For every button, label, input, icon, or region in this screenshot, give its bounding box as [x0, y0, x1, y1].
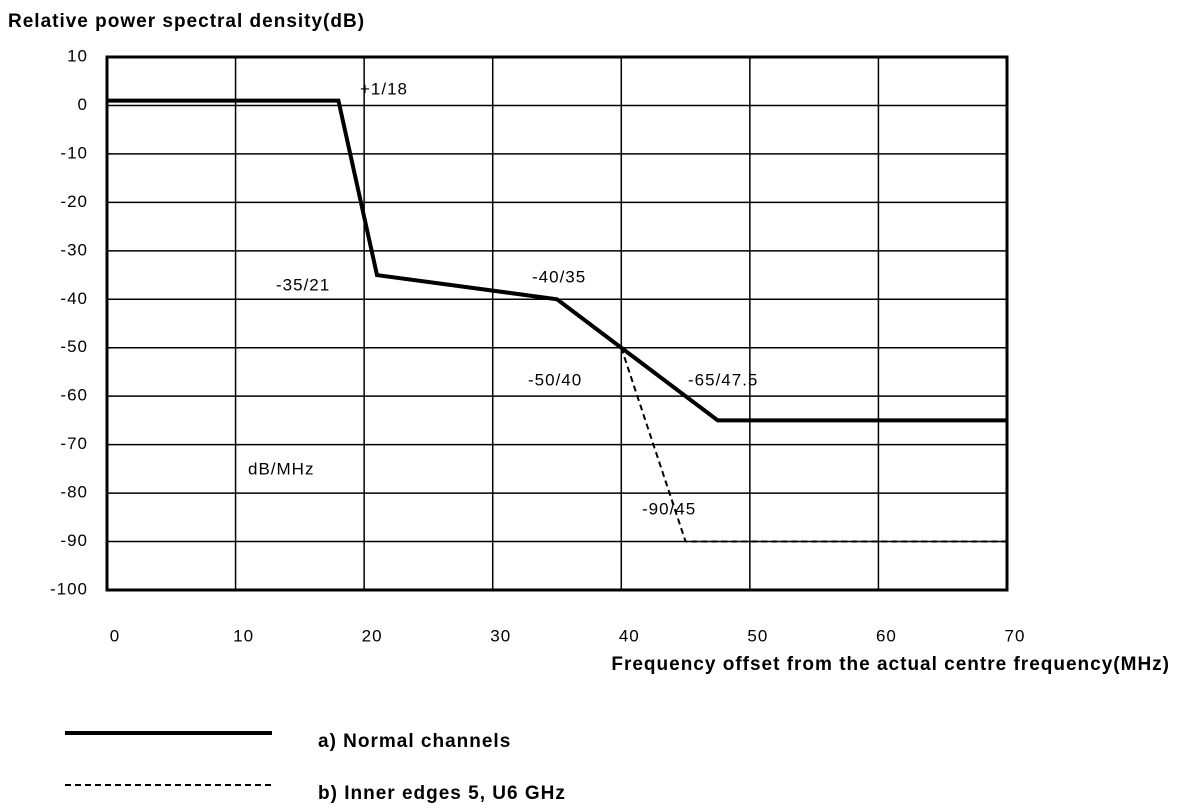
y-tick-label: -60	[60, 386, 88, 405]
y-tick-label: -30	[60, 240, 88, 259]
annotation: -35/21	[276, 275, 330, 294]
y-tick-label: -80	[60, 483, 88, 502]
y-tick-label: -20	[60, 192, 88, 211]
x-axis-label: Frequency offset from the actual centre …	[611, 654, 1170, 675]
x-tick-label: 50	[747, 626, 768, 645]
y-tick-label: 0	[78, 95, 88, 114]
y-tick-label: -70	[60, 434, 88, 453]
y-tick-label: 10	[67, 46, 88, 65]
annotation: -40/35	[532, 267, 586, 286]
y-tick-label: -40	[60, 289, 88, 308]
x-tick-label: 20	[362, 626, 383, 645]
x-tick-label: 0	[110, 626, 120, 645]
annotation: -90/45	[642, 499, 696, 518]
series-line	[620, 347, 1007, 543]
x-tick-label: 40	[619, 626, 640, 645]
y-tick-label: -50	[60, 337, 88, 356]
plot-frame	[105, 55, 1009, 592]
legend-label: b) Inner edges 5, U6 GHz	[318, 783, 566, 804]
y-tick-label: -90	[60, 531, 88, 550]
series-line	[107, 98, 1007, 423]
legend-label: a) Normal channels	[318, 731, 511, 752]
x-tick-label: 60	[876, 626, 897, 645]
annotation: -50/40	[528, 370, 582, 389]
annotation: +1/18	[360, 79, 408, 98]
y-tick-label: -10	[60, 143, 88, 162]
chart-title: Relative power spectral density(dB)	[8, 11, 365, 32]
annotation: -65/47.5	[688, 370, 758, 389]
x-tick-label: 30	[490, 626, 511, 645]
y-tick-label: -100	[50, 579, 88, 598]
annotation: dB/MHz	[248, 459, 314, 478]
x-tick-label: 10	[233, 626, 254, 645]
x-tick-label: 70	[1005, 626, 1026, 645]
